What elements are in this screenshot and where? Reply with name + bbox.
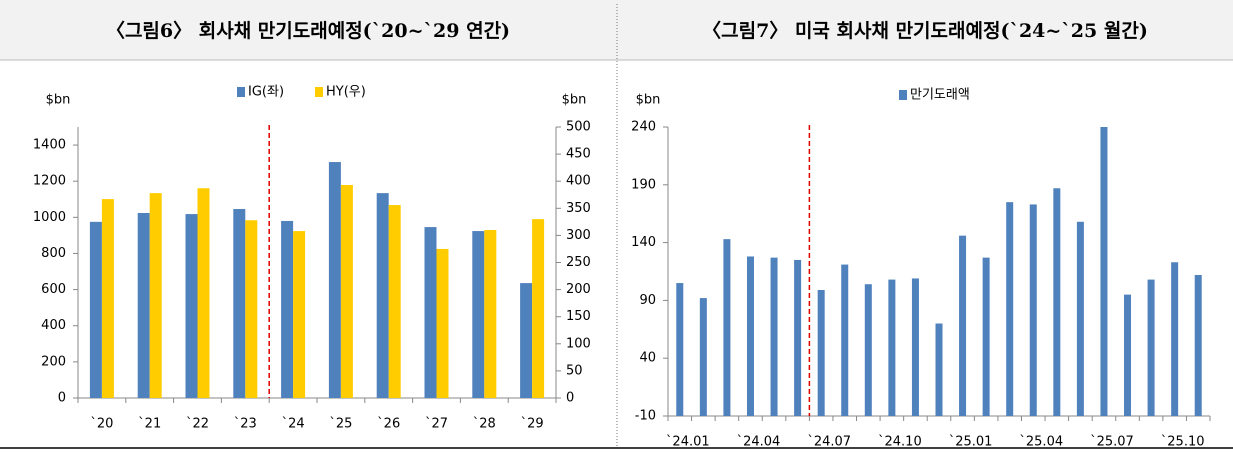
- y2-tick-label: 500: [566, 120, 591, 135]
- y-tick-label: 800: [41, 246, 66, 261]
- legend-label: IG(좌): [248, 85, 284, 100]
- bar: [340, 184, 353, 398]
- bar: [532, 219, 545, 398]
- bar: [101, 199, 114, 398]
- bar: [1171, 262, 1179, 416]
- y2-axis-unit: $bn: [562, 93, 587, 108]
- bar: [484, 229, 497, 398]
- y-tick-label: 1000: [33, 210, 66, 225]
- x-tick-label: `24.01: [666, 435, 710, 450]
- y2-tick-label: 250: [566, 255, 591, 270]
- x-tick-label: `23: [234, 417, 257, 432]
- x-tick-label: `27: [425, 417, 448, 432]
- y2-tick-label: 400: [566, 174, 591, 189]
- bar: [328, 162, 341, 398]
- y-tick-label: 200: [41, 354, 66, 369]
- bar: [911, 278, 919, 416]
- x-tick-label: `25.01: [949, 435, 993, 450]
- bar: [888, 279, 896, 416]
- bar: [293, 231, 306, 398]
- bar: [770, 257, 778, 416]
- bar: [699, 298, 707, 416]
- bar: [1053, 188, 1061, 416]
- bar: [424, 227, 437, 398]
- bar: [89, 221, 102, 398]
- y-tick-label: -10: [635, 409, 656, 424]
- bar: [233, 209, 246, 398]
- y-axis-unit: $bn: [46, 93, 71, 108]
- legend-swatch: [899, 90, 907, 100]
- x-tick-label: `25.07: [1090, 435, 1134, 450]
- bar: [376, 193, 389, 398]
- legend-swatch: [315, 87, 323, 97]
- y-tick-label: 0: [58, 391, 66, 406]
- bar: [676, 283, 684, 416]
- bar: [1194, 274, 1202, 416]
- bar: [723, 239, 731, 416]
- x-tick-label: `25: [329, 417, 352, 432]
- y-tick-label: 400: [41, 318, 66, 333]
- bar: [472, 231, 485, 398]
- y2-tick-label: 450: [566, 147, 591, 162]
- y-tick-label: 90: [639, 293, 656, 308]
- y-tick-label: 240: [631, 120, 656, 135]
- x-tick-label: `24.07: [807, 435, 851, 450]
- x-tick-label: `29: [521, 417, 544, 432]
- y-tick-label: 600: [41, 282, 66, 297]
- chart-title: 〈그림6〉 회사채 만기도래예정(`20~`29 연간): [106, 19, 510, 42]
- x-tick-label: `25.04: [1019, 435, 1063, 450]
- bar: [864, 284, 872, 416]
- x-tick-label: `24: [282, 417, 305, 432]
- y2-tick-label: 100: [566, 336, 591, 351]
- x-tick-label: `28: [473, 417, 496, 432]
- legend-swatch: [237, 87, 245, 97]
- y2-tick-label: 0: [566, 391, 574, 406]
- y-tick-label: 1200: [33, 174, 66, 189]
- bar: [185, 214, 198, 398]
- bar: [388, 205, 401, 398]
- y2-tick-label: 300: [566, 228, 591, 243]
- x-tick-label: `21: [138, 417, 161, 432]
- y-axis-unit: $bn: [636, 93, 661, 108]
- bar: [197, 188, 210, 398]
- x-tick-label: `26: [377, 417, 400, 432]
- bar: [841, 264, 849, 416]
- bar: [817, 289, 825, 416]
- bar: [1100, 127, 1108, 416]
- x-tick-label: `24.10: [878, 435, 922, 450]
- bar: [959, 235, 967, 416]
- legend-label: 만기도래액: [910, 88, 970, 103]
- chart-title: 〈그림7〉 미국 회사채 만기도래예정(`24~`25 월간): [702, 19, 1148, 42]
- y-tick-label: 190: [631, 177, 656, 192]
- y2-tick-label: 200: [566, 282, 591, 297]
- bar: [1006, 202, 1014, 416]
- legend-label: HY(우): [326, 85, 366, 100]
- bar: [982, 257, 990, 416]
- bar: [245, 220, 258, 398]
- bar: [1124, 294, 1132, 416]
- bar: [520, 283, 533, 398]
- bar: [935, 323, 943, 416]
- y2-tick-label: 350: [566, 201, 591, 216]
- bar: [1147, 279, 1155, 416]
- y-tick-label: 140: [631, 235, 656, 250]
- x-tick-label: `22: [186, 417, 209, 432]
- bar: [137, 212, 150, 398]
- bar: [746, 256, 754, 416]
- x-tick-label: `24.04: [737, 435, 781, 450]
- bar: [1029, 204, 1037, 416]
- bar: [436, 248, 449, 398]
- x-tick-label: `20: [90, 417, 113, 432]
- x-tick-label: `25.10: [1161, 435, 1205, 450]
- y-tick-label: 40: [639, 351, 656, 366]
- bar: [281, 220, 294, 398]
- bar: [149, 193, 162, 398]
- bar: [1076, 221, 1084, 416]
- y2-tick-label: 50: [566, 363, 583, 378]
- y-tick-label: 1400: [33, 138, 66, 153]
- bar: [794, 259, 802, 416]
- y2-tick-label: 150: [566, 309, 591, 324]
